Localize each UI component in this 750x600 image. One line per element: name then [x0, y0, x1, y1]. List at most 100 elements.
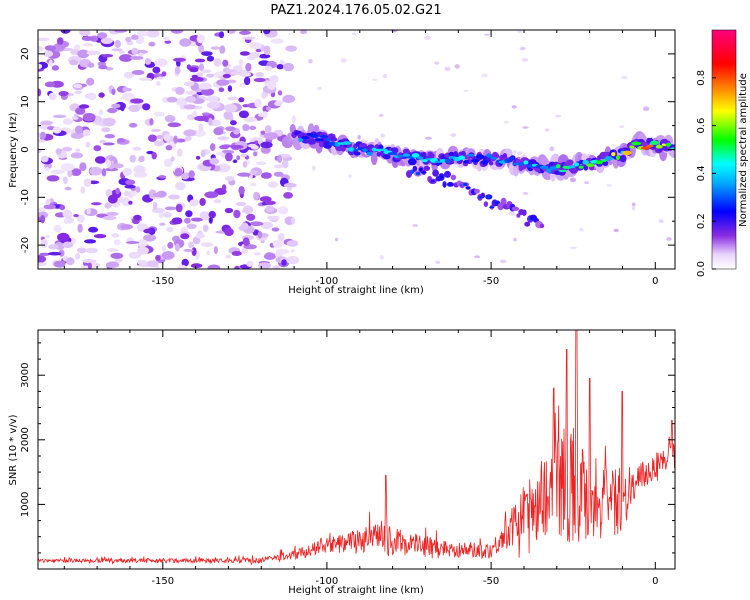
noise-cell — [242, 124, 250, 132]
ridge-core — [301, 136, 310, 140]
noise-cell — [93, 234, 107, 239]
noise-cell — [243, 117, 257, 123]
noise-cell — [198, 44, 205, 53]
ridge-core — [417, 156, 424, 160]
noise-cell — [110, 252, 124, 259]
noise-cell — [463, 89, 469, 92]
ridge-core — [615, 155, 621, 161]
noise-cell — [238, 186, 245, 195]
noise-cell — [93, 145, 102, 152]
colorbar-gradient — [712, 30, 736, 269]
noise-cell — [216, 79, 230, 86]
noise-cell — [202, 224, 209, 232]
branch-body — [524, 221, 531, 227]
noise-cell — [120, 102, 125, 112]
noise-cell — [229, 116, 234, 122]
noise-cell — [51, 65, 60, 71]
spectrogram-x-axis-label: Height of straight line (km) — [288, 285, 424, 296]
noise-cell — [175, 203, 183, 213]
noise-cell — [254, 98, 262, 108]
noise-cell — [222, 59, 229, 67]
noise-cell — [105, 211, 119, 216]
noise-cell — [199, 211, 211, 220]
noise-cell — [195, 155, 201, 160]
x-tick-label: 0 — [652, 276, 658, 287]
noise-cell — [243, 76, 251, 86]
ridge-core — [549, 165, 558, 171]
noise-cell — [60, 163, 75, 172]
noise-cell — [71, 116, 79, 120]
noise-cell — [57, 232, 70, 242]
noise-cell — [619, 125, 625, 128]
noise-cell — [250, 145, 259, 150]
noise-cell — [101, 168, 107, 177]
noise-cell — [80, 265, 95, 269]
noise-cell — [257, 262, 272, 269]
noise-cell — [105, 189, 113, 198]
noise-cell — [300, 30, 308, 34]
noise-cell — [225, 126, 236, 132]
snr-ticks: -150 -100 -50 0 1000 2000 3000 — [20, 330, 675, 587]
noise-cell — [133, 171, 148, 178]
noise-cell — [195, 233, 206, 239]
noise-cell — [224, 227, 234, 237]
noise-cell — [154, 140, 165, 147]
noise-cell — [513, 149, 517, 155]
noise-cell — [201, 69, 212, 73]
noise-cell — [84, 208, 98, 217]
noise-cell — [380, 133, 385, 138]
noise-cell — [194, 105, 203, 110]
noise-cell — [216, 163, 231, 173]
noise-cell — [259, 196, 272, 203]
ridge-body — [602, 160, 609, 166]
noise-cell — [183, 248, 194, 252]
noise-cell — [217, 136, 230, 141]
ridge-core — [622, 150, 632, 155]
noise-cell — [121, 197, 131, 207]
noise-cell — [143, 234, 157, 242]
noise-cell — [125, 88, 132, 92]
noise-cell — [283, 192, 293, 199]
noise-cell — [379, 255, 384, 260]
noise-cell — [190, 263, 203, 269]
noise-cell — [82, 43, 94, 47]
branch-body — [522, 209, 527, 216]
noise-cell — [271, 227, 280, 232]
y-tick-label: 0 — [20, 146, 31, 152]
ridge-core — [582, 160, 589, 165]
noise-cell — [519, 46, 526, 51]
noise-cell — [76, 247, 87, 254]
ridge-body — [566, 159, 574, 166]
noise-cell — [222, 73, 231, 79]
ridge-core — [319, 135, 329, 138]
ridge-core — [546, 168, 552, 174]
noise-cell — [218, 31, 225, 39]
noise-cell — [38, 63, 43, 69]
noise-cell — [75, 148, 81, 152]
ridge-core — [665, 142, 671, 147]
noise-cell — [283, 182, 297, 188]
noise-cell — [264, 65, 273, 71]
noise-cell — [286, 255, 300, 265]
noise-cell — [135, 186, 141, 193]
noise-cell — [201, 88, 215, 96]
noise-cell — [184, 217, 191, 224]
noise-cell — [87, 62, 95, 68]
noise-cell — [104, 134, 116, 139]
ridge-core — [504, 158, 511, 163]
noise-cell — [38, 139, 46, 143]
ridge-core — [347, 147, 355, 152]
noise-cell — [210, 46, 220, 50]
noise-cell — [100, 37, 113, 44]
noise-cell — [201, 112, 211, 116]
noise-cell — [209, 157, 220, 165]
ridge-core — [646, 144, 654, 148]
noise-cell — [131, 70, 145, 75]
noise-cell — [38, 149, 42, 154]
noise-cell — [165, 145, 173, 151]
noise-cell — [508, 211, 515, 216]
noise-cell — [87, 92, 97, 101]
branch-body — [444, 170, 451, 178]
noise-cell — [159, 222, 166, 226]
noise-cell — [137, 246, 149, 255]
